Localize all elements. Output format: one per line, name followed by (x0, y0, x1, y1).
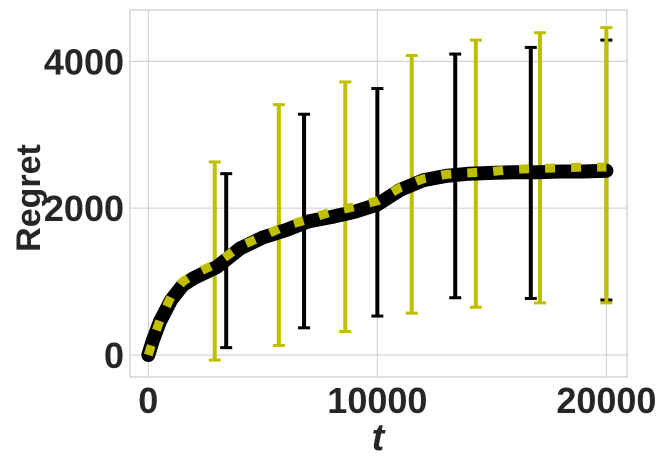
x-tick-label: 20000 (556, 380, 656, 421)
x-tick-label: 10000 (327, 380, 427, 421)
y-tick-label: 2000 (44, 188, 124, 229)
tick-labels: 0 10000 20000 0 2000 4000 (44, 41, 657, 421)
series-line-1 (144, 162, 607, 357)
y-tick-label: 0 (104, 335, 124, 376)
y-tick-label: 4000 (44, 41, 124, 82)
y-axis-label: Regret (10, 144, 48, 252)
x-axis-label: t (372, 417, 386, 459)
series-layer (141, 26, 614, 362)
series-line-0 (141, 163, 614, 362)
x-tick-label: 0 (138, 380, 158, 421)
